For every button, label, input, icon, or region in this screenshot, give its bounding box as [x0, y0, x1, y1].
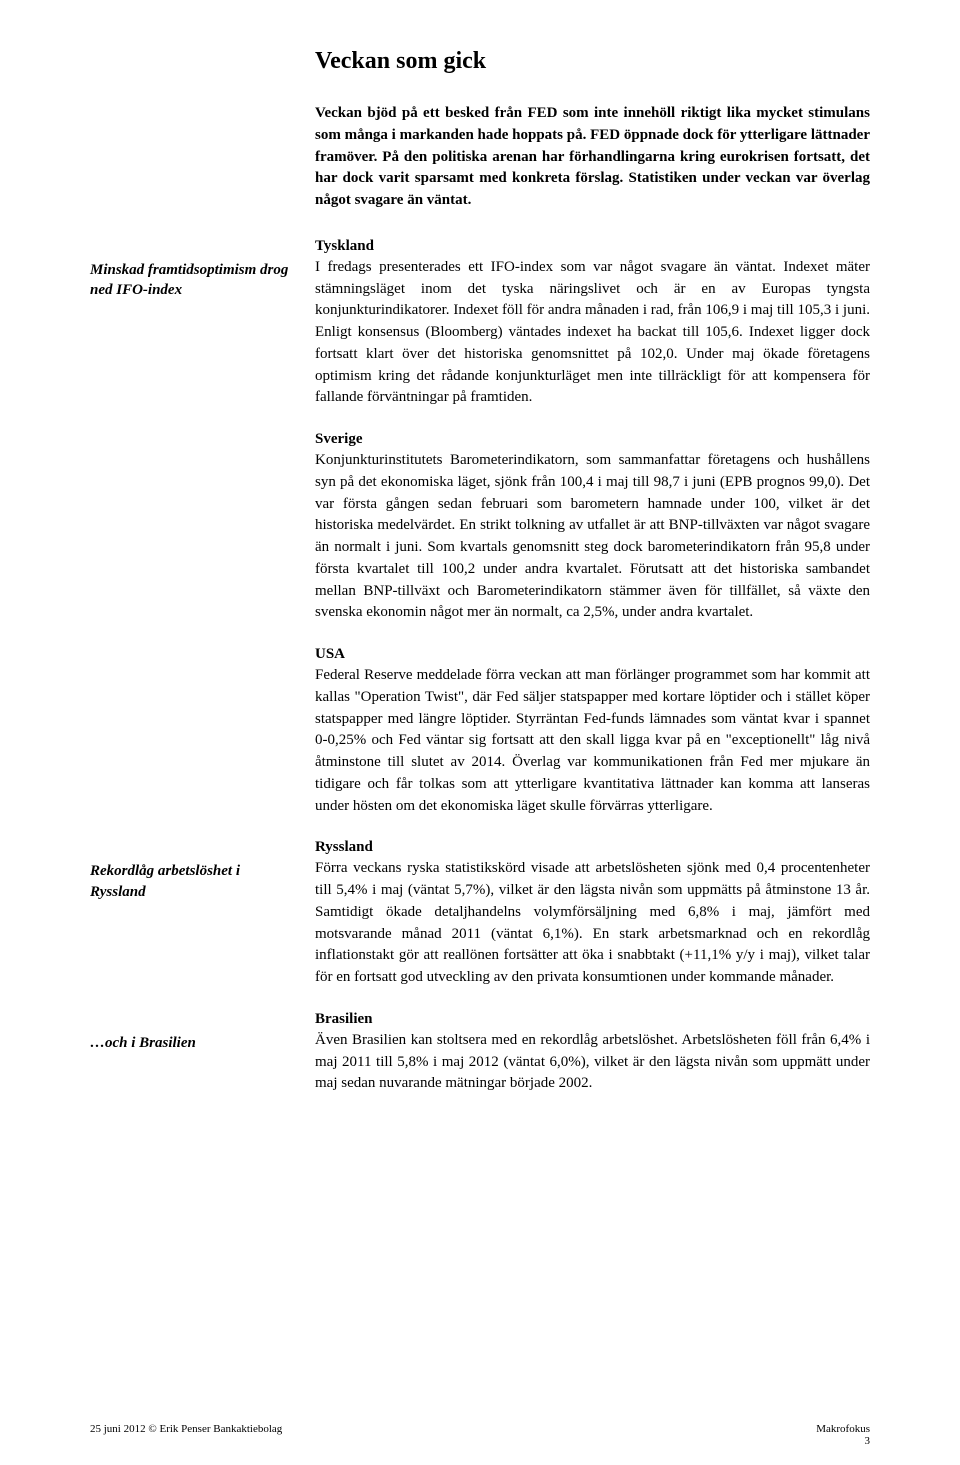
section-body-brazil: Även Brasilien kan stoltsera med en reko…	[315, 1030, 870, 1095]
margin-note-russia: Rekordlåg arbetslöshet i Ryssland	[90, 861, 290, 902]
footer-left: 25 juni 2012 © Erik Penser Bankaktiebola…	[90, 1423, 282, 1447]
footer-right: Makrofokus 3	[816, 1423, 870, 1447]
section-body-germany: I fredags presenterades ett IFO-index so…	[315, 257, 870, 409]
body-column: Tyskland I fredags presenterades ett IFO…	[315, 238, 870, 409]
margin-column	[90, 431, 315, 624]
section-heading-sweden: Sverige	[315, 431, 870, 448]
section-heading-usa: USA	[315, 646, 870, 663]
section-body-russia: Förra veckans ryska statistikskörd visad…	[315, 858, 870, 989]
margin-column: Minskad framtidsoptimism drog ned IFO-in…	[90, 238, 315, 409]
section-brazil: …och i Brasilien Brasilien Även Brasilie…	[90, 1011, 870, 1095]
section-heading-russia: Ryssland	[315, 839, 870, 856]
body-column: Sverige Konjunkturinstitutets Barometeri…	[315, 431, 870, 624]
section-russia: Rekordlåg arbetslöshet i Ryssland Ryssla…	[90, 839, 870, 989]
page-footer: 25 juni 2012 © Erik Penser Bankaktiebola…	[90, 1423, 870, 1447]
margin-column: Rekordlåg arbetslöshet i Ryssland	[90, 839, 315, 989]
intro-paragraph: Veckan bjöd på ett besked från FED som i…	[315, 103, 870, 212]
page-title: Veckan som gick	[315, 48, 870, 75]
section-heading-germany: Tyskland	[315, 238, 870, 255]
section-body-sweden: Konjunkturinstitutets Barometerindikator…	[315, 450, 870, 624]
body-column: Brasilien Även Brasilien kan stoltsera m…	[315, 1011, 870, 1095]
section-usa: USA Federal Reserve meddelade förra veck…	[90, 646, 870, 817]
margin-column: …och i Brasilien	[90, 1011, 315, 1095]
margin-note-brazil: …och i Brasilien	[90, 1033, 290, 1053]
section-sweden: Sverige Konjunkturinstitutets Barometeri…	[90, 431, 870, 624]
document-page: Veckan som gick Veckan bjöd på ett beske…	[0, 0, 960, 1465]
body-column: Ryssland Förra veckans ryska statistiksk…	[315, 839, 870, 989]
section-germany: Minskad framtidsoptimism drog ned IFO-in…	[90, 238, 870, 409]
margin-note-germany: Minskad framtidsoptimism drog ned IFO-in…	[90, 260, 290, 301]
body-column: USA Federal Reserve meddelade förra veck…	[315, 646, 870, 817]
margin-column	[90, 646, 315, 817]
footer-label: Makrofokus	[816, 1423, 870, 1435]
section-heading-brazil: Brasilien	[315, 1011, 870, 1028]
footer-page-number: 3	[865, 1435, 871, 1447]
section-body-usa: Federal Reserve meddelade förra veckan a…	[315, 665, 870, 817]
